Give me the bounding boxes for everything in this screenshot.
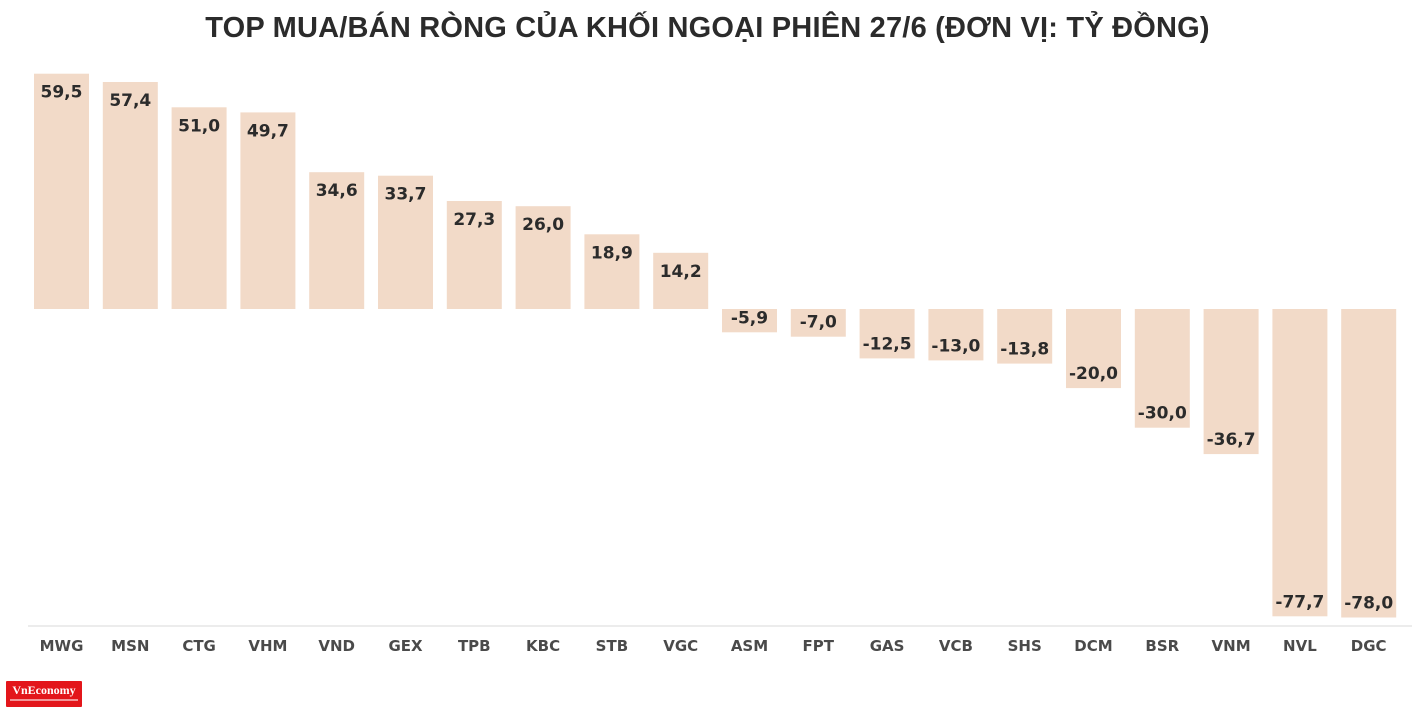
vneconomy-logo: VnEconomy <box>6 681 82 707</box>
bar-tpb <box>446 201 502 309</box>
value-label-vnm: -36,7 <box>1207 430 1256 450</box>
value-label-bsr: -30,0 <box>1138 404 1187 424</box>
value-label-shs: -13,8 <box>1000 340 1049 360</box>
value-label-fpt: -7,0 <box>800 313 837 333</box>
value-label-gas: -12,5 <box>863 334 912 354</box>
value-label-vhm: 49,7 <box>247 121 289 141</box>
tick-label-mwg: MWG <box>40 637 84 655</box>
bar-mwg <box>34 73 89 309</box>
value-label-mwg: 59,5 <box>41 83 83 103</box>
bar-dgc <box>1341 309 1397 618</box>
bar-msn <box>102 82 158 309</box>
logo-text: VnEconomy <box>12 683 76 697</box>
tick-label-tpb: TPB <box>458 637 491 655</box>
value-label-tpb: 27,3 <box>453 210 495 230</box>
bar-vcb <box>928 309 984 361</box>
tick-label-gas: GAS <box>870 637 905 655</box>
bar-shs <box>997 309 1053 364</box>
tick-label-gex: GEX <box>388 637 423 655</box>
value-label-msn: 57,4 <box>109 91 151 111</box>
value-label-asm: -5,9 <box>731 308 768 328</box>
value-label-dgc: -78,0 <box>1344 594 1393 614</box>
tick-label-vgc: VGC <box>663 637 698 655</box>
tick-label-vhm: VHM <box>248 637 287 655</box>
tick-label-nvl: NVL <box>1283 637 1317 655</box>
bar-gex <box>378 175 433 309</box>
value-label-gex: 33,7 <box>385 185 427 205</box>
bar-fpt <box>790 309 846 337</box>
value-label-nvl: -77,7 <box>1275 592 1324 612</box>
value-label-vgc: 14,2 <box>660 262 702 282</box>
bar-nvl <box>1272 309 1328 617</box>
value-label-vcb: -13,0 <box>931 336 980 356</box>
tick-label-dgc: DGC <box>1351 637 1387 655</box>
tick-label-bsr: BSR <box>1145 637 1179 655</box>
bar-bsr <box>1134 309 1190 428</box>
bar-vnm <box>1203 309 1259 455</box>
bar-gas <box>859 309 915 359</box>
tick-label-vcb: VCB <box>939 637 973 655</box>
bar-vgc <box>653 252 709 309</box>
chart-title: TOP MUA/BÁN RÒNG CỦA KHỐI NGOẠI PHIÊN 27… <box>205 12 1210 44</box>
bar-dcm <box>1066 309 1121 389</box>
tick-label-stb: STB <box>596 637 628 655</box>
value-label-dcm: -20,0 <box>1069 364 1118 384</box>
value-label-kbc: 26,0 <box>522 215 564 235</box>
tick-label-fpt: FPT <box>803 637 835 655</box>
bar-vhm <box>240 112 296 310</box>
tick-label-dcm: DCM <box>1074 637 1112 655</box>
bar-ctg <box>171 107 227 309</box>
value-label-stb: 18,9 <box>591 243 633 263</box>
tick-label-vnm: VNM <box>1212 637 1251 655</box>
tick-label-vnd: VND <box>318 637 355 655</box>
bar-asm <box>722 309 777 333</box>
value-label-ctg: 51,0 <box>178 116 220 136</box>
tick-label-asm: ASM <box>731 637 768 655</box>
bar-kbc <box>515 206 571 309</box>
bar-vnd <box>309 172 365 309</box>
bar-stb <box>584 234 640 309</box>
tick-label-shs: SHS <box>1008 637 1042 655</box>
tick-label-msn: MSN <box>111 637 149 655</box>
tick-label-kbc: KBC <box>526 637 560 655</box>
value-label-vnd: 34,6 <box>316 181 358 201</box>
tick-label-ctg: CTG <box>182 637 216 655</box>
logo-tagline-line <box>10 699 78 701</box>
